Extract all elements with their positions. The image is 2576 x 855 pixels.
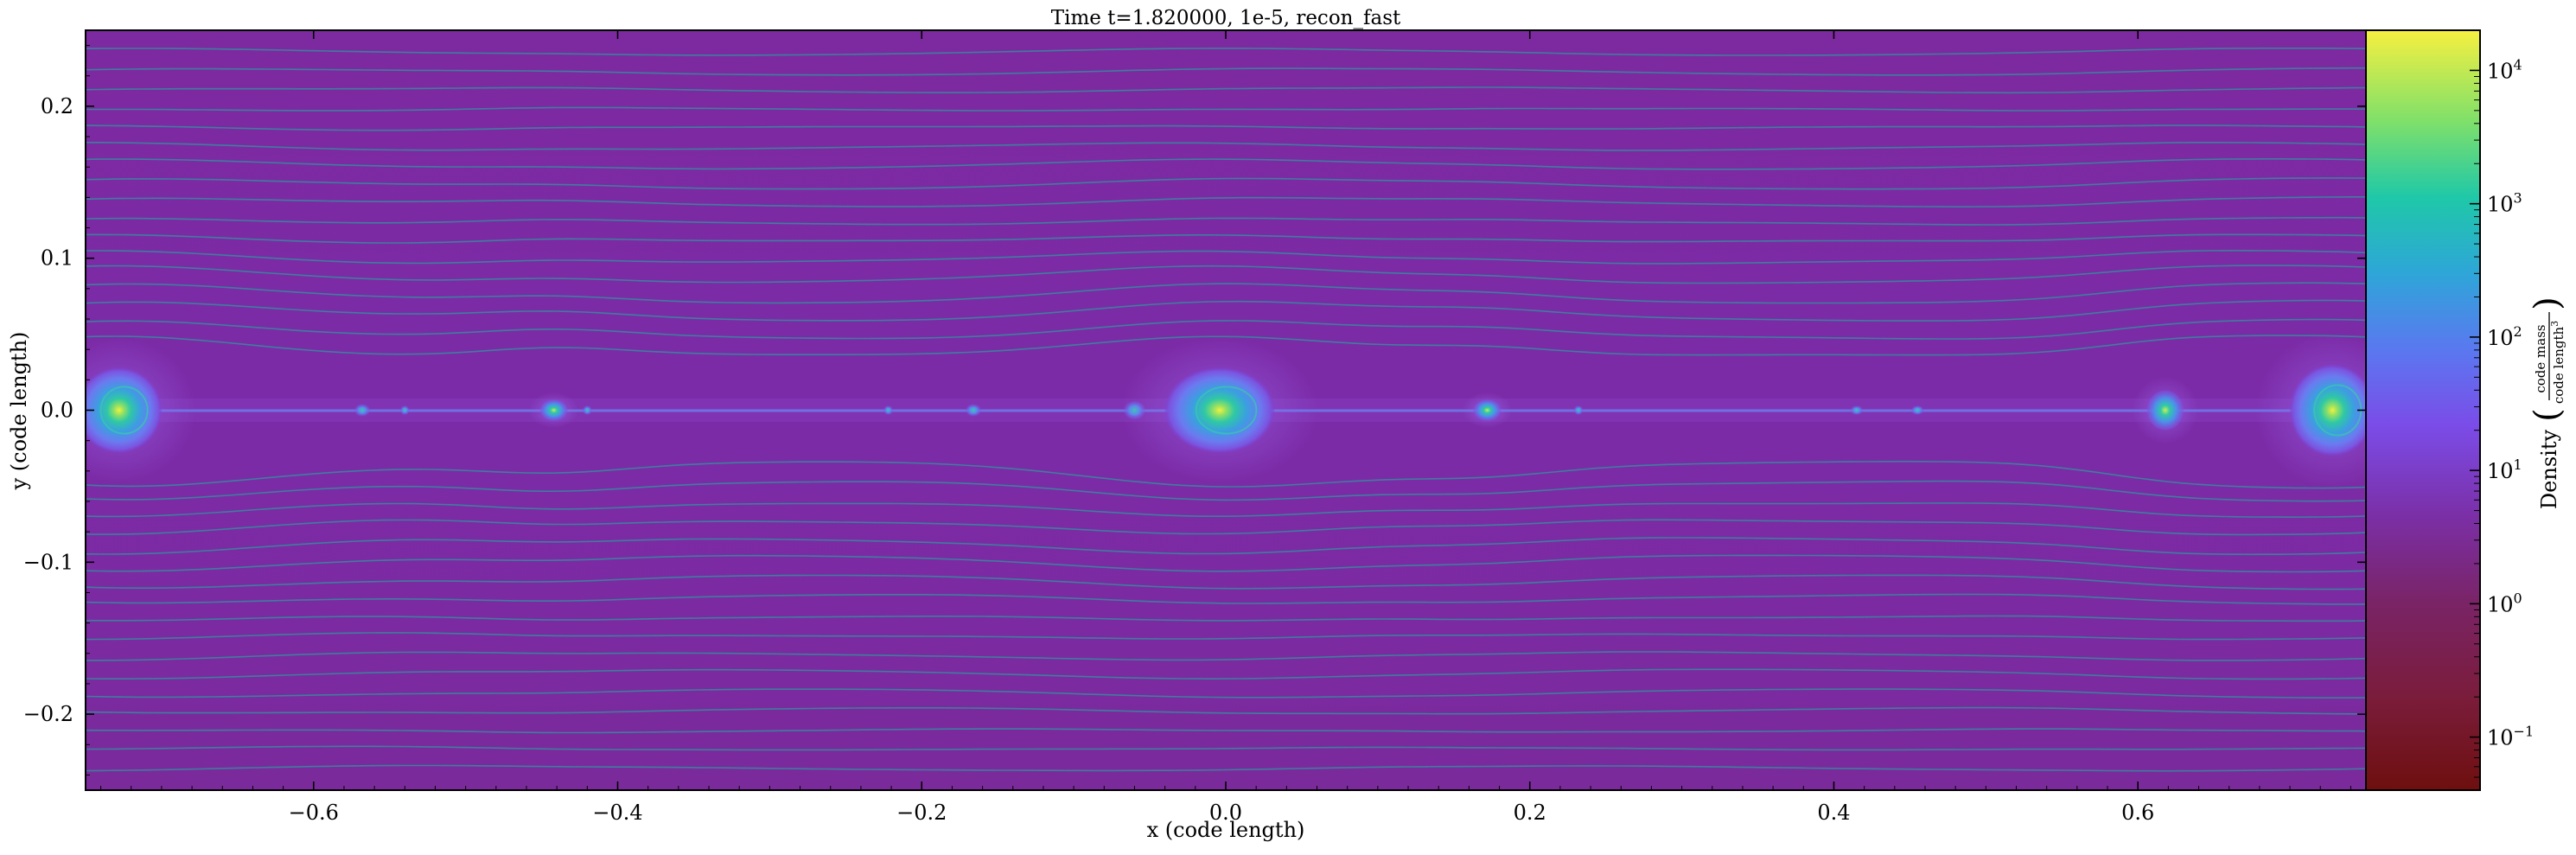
streamline xyxy=(86,574,2366,590)
plasmoid xyxy=(1164,367,1275,453)
streamline xyxy=(86,158,2366,170)
x-tick-label: 0.6 xyxy=(2121,801,2154,825)
streamline xyxy=(86,249,2366,265)
plasmoid xyxy=(400,405,410,415)
plasmoid xyxy=(2146,390,2184,431)
colorbar-tick-label: 100 xyxy=(2487,590,2522,616)
streamline xyxy=(86,615,2366,622)
plasmoid xyxy=(966,404,981,417)
streamline xyxy=(86,142,2366,151)
streamline xyxy=(86,502,2366,519)
streamline xyxy=(86,124,2366,131)
colorbar-ticks: 10−1 100 101 102 103 104 xyxy=(2470,29,2534,791)
plasmoid xyxy=(1573,405,1584,415)
colorbar-tick-label: 104 xyxy=(2487,56,2522,83)
streamline xyxy=(86,318,2366,340)
streamline xyxy=(86,461,2366,489)
x-tick-label: −0.2 xyxy=(896,801,947,825)
x-axis: −0.6 −0.4 −0.2 0.0 0.2 0.4 0.6 xyxy=(100,30,2351,825)
plasmoid xyxy=(583,405,592,415)
plot-area xyxy=(86,30,2366,790)
streamline xyxy=(86,282,2366,304)
colorbar-unit-denominator: code length3 xyxy=(2549,321,2566,404)
plasmoid xyxy=(1473,399,1502,421)
streamline xyxy=(86,554,2366,573)
colorbar-unit-open-paren: ( xyxy=(2528,408,2567,422)
plasmoids xyxy=(86,332,2366,488)
streamline xyxy=(86,688,2366,699)
streamline xyxy=(86,632,2366,641)
streamline xyxy=(86,265,2366,284)
streamline xyxy=(86,728,2366,734)
plasmoid xyxy=(539,399,568,421)
plasmoid xyxy=(86,367,162,453)
plasmoid xyxy=(1911,405,1924,415)
colorbar-unit-numerator: code mass xyxy=(2533,324,2548,392)
y-tick-label: 0.1 xyxy=(41,246,73,271)
streamline xyxy=(86,706,2366,715)
x-tick-label: 0.2 xyxy=(1514,801,1546,825)
colorbar-frame xyxy=(2365,29,2481,791)
streamline xyxy=(86,593,2366,605)
streamline xyxy=(86,668,2366,680)
streamline xyxy=(86,106,2366,112)
colorbar-tick-label: 101 xyxy=(2487,456,2522,483)
streamline xyxy=(86,651,2366,661)
y-axis-label: y (code length) xyxy=(7,332,31,491)
streamline xyxy=(86,745,2366,751)
colorbar-label: Density ( code mass code length3 ) xyxy=(2528,297,2567,509)
streamline xyxy=(86,48,2366,56)
streamline xyxy=(86,67,2366,76)
streamline xyxy=(86,537,2366,556)
x-axis-label: x (code length) xyxy=(1147,818,1305,842)
streamline xyxy=(86,233,2366,244)
y-axis: 0.2 0.1 0.0 −0.1 −0.2 xyxy=(23,45,2366,775)
colorbar-gradient xyxy=(2366,30,2480,790)
streamline xyxy=(86,216,2366,226)
streamline xyxy=(86,196,2366,207)
x-tick-label: −0.6 xyxy=(289,801,339,825)
streamline xyxy=(86,764,2366,772)
streamline xyxy=(86,335,2366,356)
y-tick-label: −0.1 xyxy=(23,550,73,574)
streamline xyxy=(86,519,2366,536)
x-tick-label: 0.4 xyxy=(1817,801,1850,825)
colorbar: 10−1 100 101 102 103 104 Density ( code mass … xyxy=(2365,29,2567,791)
y-tick-label: −0.2 xyxy=(23,702,73,726)
x-tick-label: 0.0 xyxy=(1209,801,1242,825)
plasmoid xyxy=(354,404,370,417)
colorbar-tick-label: 10−1 xyxy=(2487,724,2534,750)
plasmoid xyxy=(1850,405,1863,415)
plasmoid-ring xyxy=(1195,386,1258,435)
magnetic-field-streamlines xyxy=(86,48,2366,772)
colorbar-tick-label: 103 xyxy=(2487,190,2522,217)
chart-title: Time t=1.820000, 1e-5, recon_fast xyxy=(1051,7,1401,29)
colorbar-label-text: Density xyxy=(2537,430,2561,510)
y-tick-label: 0.2 xyxy=(41,94,73,118)
streamline xyxy=(86,480,2366,502)
x-tick-label: −0.4 xyxy=(592,801,642,825)
colorbar-unit-close-paren: ) xyxy=(2528,297,2567,310)
streamline xyxy=(86,86,2366,94)
y-tick-label: 0.0 xyxy=(41,399,73,423)
colorbar-tick-label: 102 xyxy=(2487,323,2522,350)
plasmoid xyxy=(883,405,893,415)
streamline xyxy=(86,177,2366,190)
plasmoid-ring xyxy=(99,386,149,435)
streamline xyxy=(86,299,2366,322)
